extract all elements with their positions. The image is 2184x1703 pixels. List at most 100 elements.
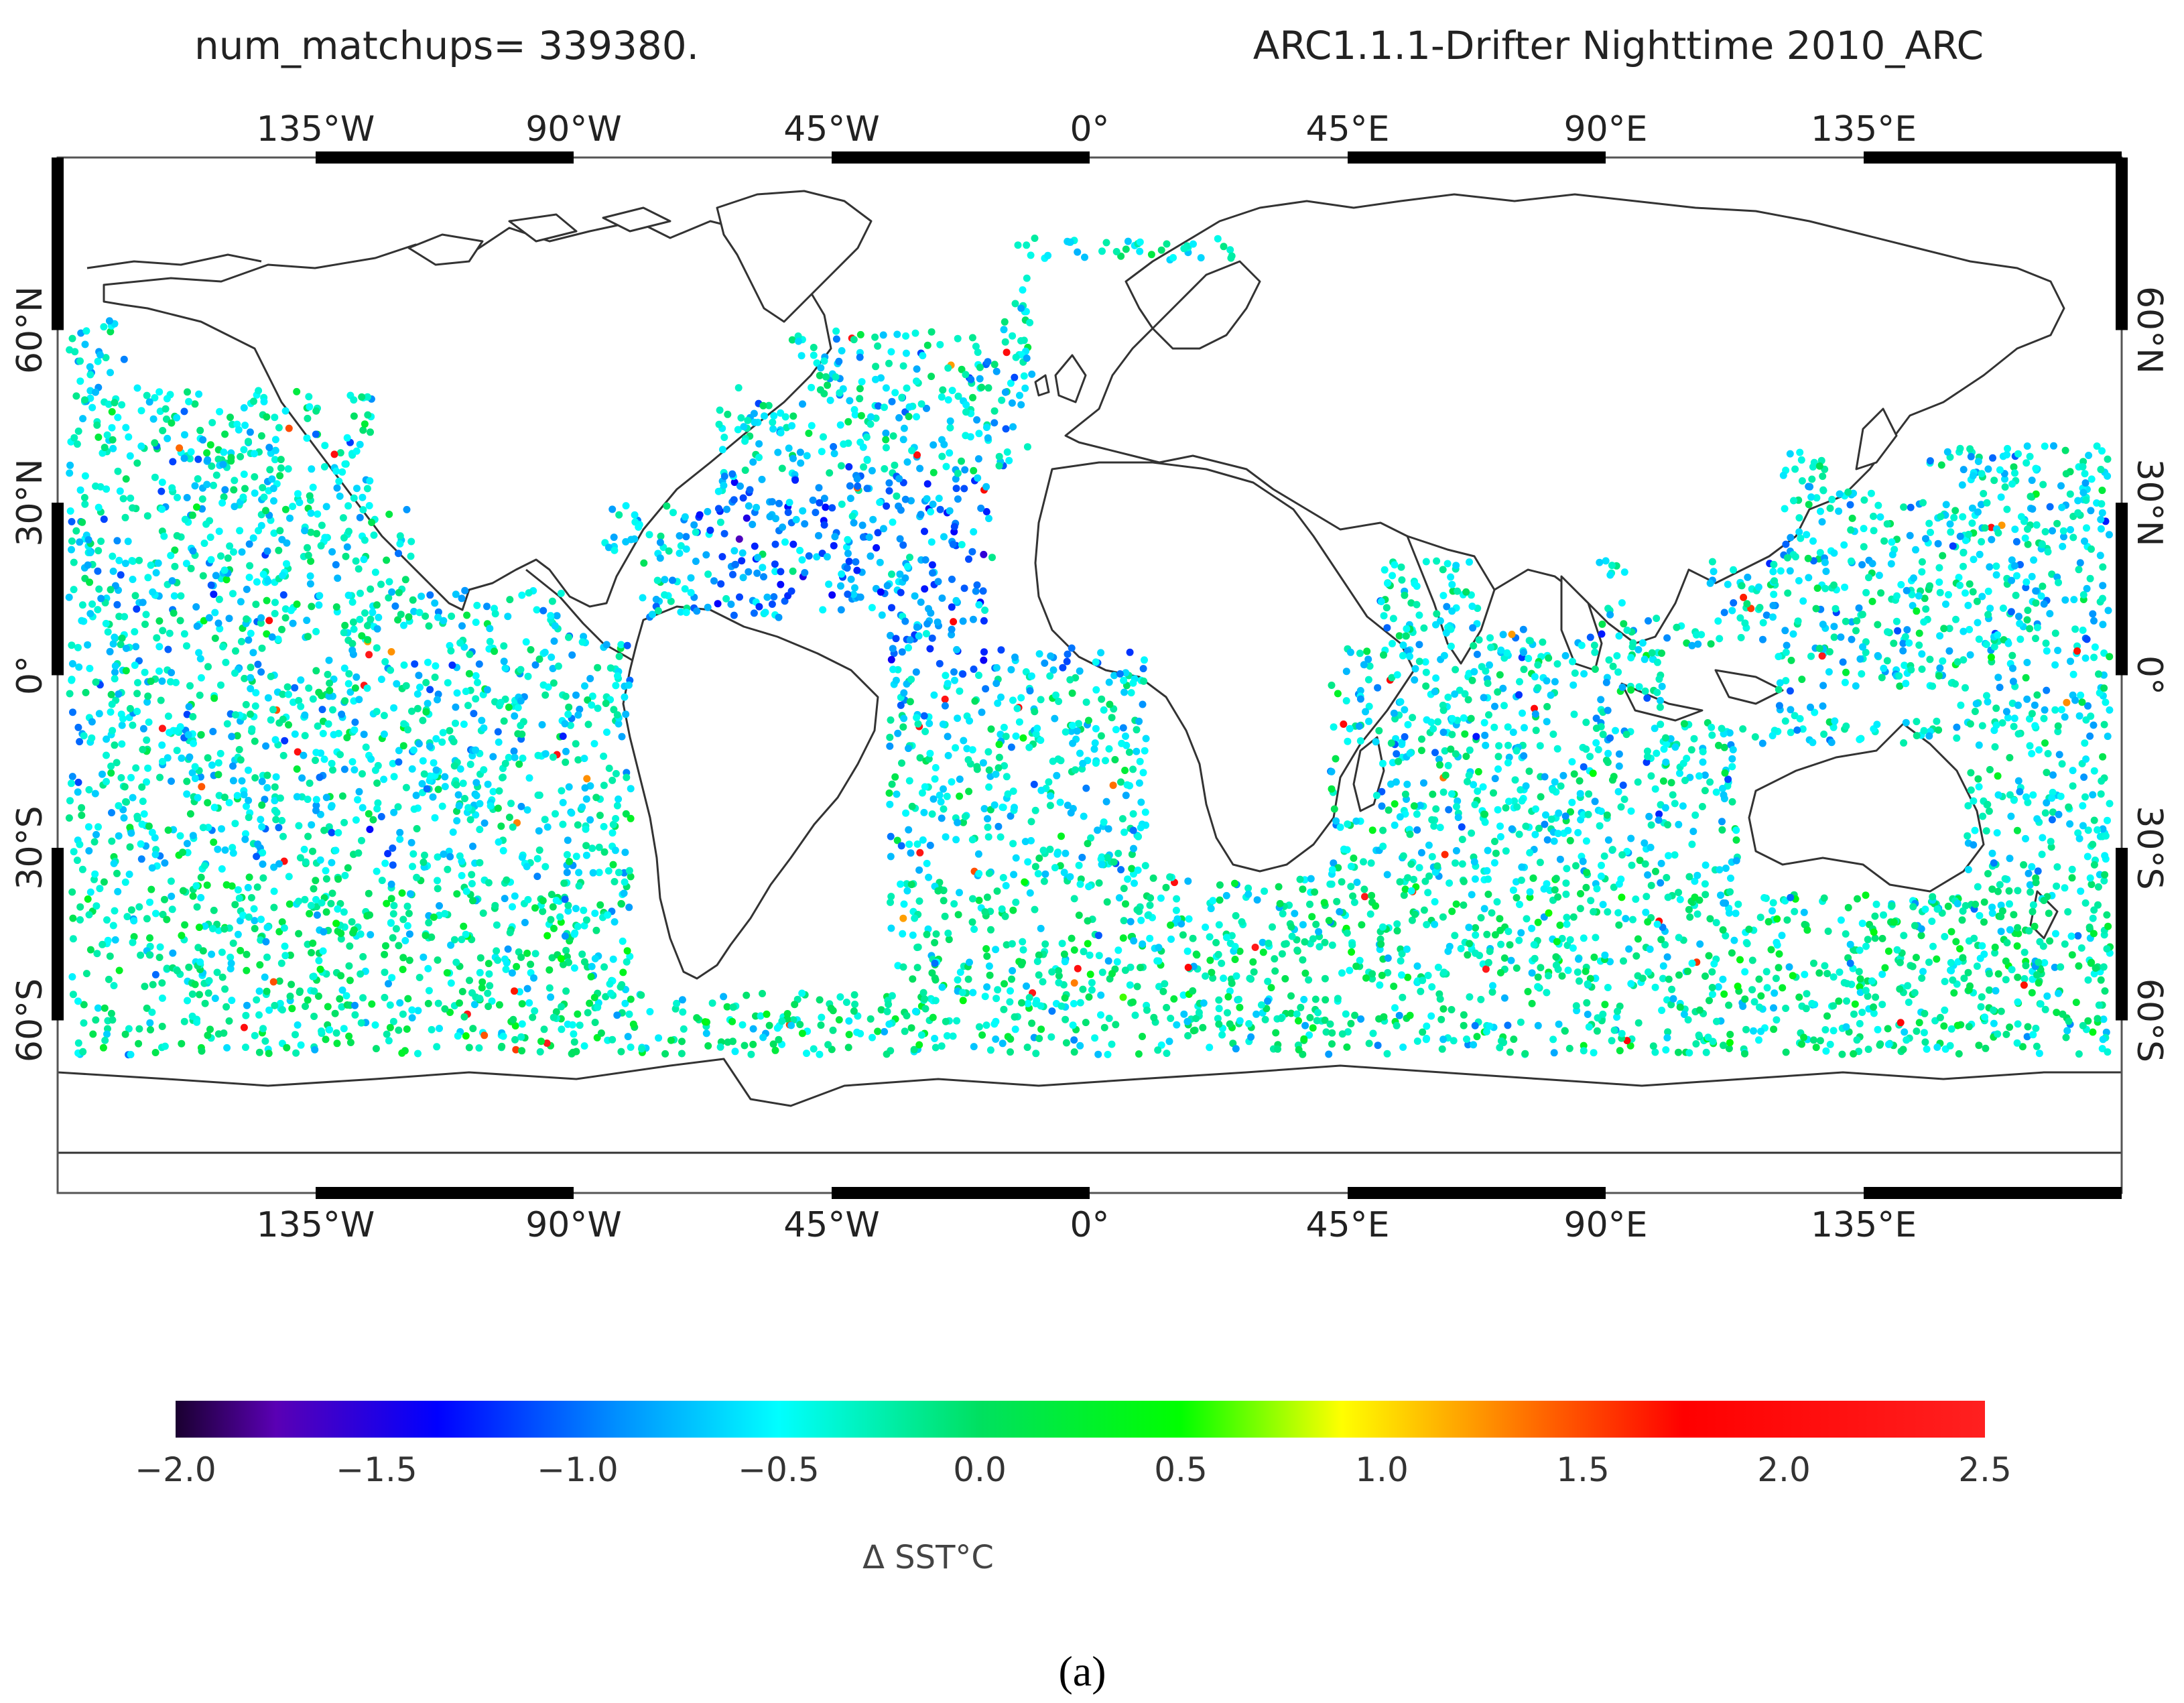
matchup-point — [2090, 767, 2098, 775]
matchup-point — [645, 531, 653, 539]
matchup-point — [76, 840, 84, 848]
matchup-point — [533, 606, 541, 614]
matchup-point — [1116, 670, 1124, 678]
matchup-point — [2043, 769, 2051, 777]
matchup-point — [316, 592, 324, 600]
matchup-point — [194, 794, 202, 802]
matchup-point — [1979, 812, 1987, 820]
matchup-point — [757, 1012, 765, 1020]
matchup-point — [826, 396, 834, 404]
matchup-point — [245, 574, 253, 581]
matchup-point — [359, 804, 367, 812]
matchup-point — [1787, 533, 1795, 542]
matchup-point — [1736, 956, 1744, 964]
matchup-point — [1072, 766, 1079, 774]
matchup-point — [856, 385, 864, 393]
matchup-point — [1128, 850, 1136, 859]
matchup-point — [118, 721, 126, 729]
matchup-point — [1389, 639, 1396, 647]
matchup-point — [109, 1016, 117, 1024]
matchup-point — [625, 903, 633, 911]
matchup-point — [820, 495, 828, 503]
africa-coast — [1034, 461, 1415, 873]
matchup-point — [158, 979, 166, 987]
matchup-point — [161, 895, 168, 903]
matchup-point — [239, 493, 247, 501]
matchup-point — [123, 798, 130, 806]
matchup-point — [449, 828, 457, 836]
matchup-point — [1456, 686, 1464, 694]
matchup-point — [983, 952, 991, 960]
matchup-point — [381, 859, 389, 867]
matchup-point — [1460, 877, 1468, 885]
matchup-point — [2064, 908, 2072, 916]
matchup-point — [637, 991, 645, 999]
matchup-point — [1504, 759, 1512, 767]
matchup-point — [1264, 977, 1272, 985]
matchup-point — [129, 938, 137, 946]
matchup-point — [765, 401, 773, 409]
matchup-point — [1420, 906, 1428, 914]
matchup-point — [186, 810, 194, 818]
matchup-point — [897, 880, 905, 888]
matchup-point — [1838, 1050, 1846, 1058]
matchup-point — [374, 799, 382, 807]
matchup-point — [572, 853, 580, 861]
matchup-point — [1419, 1028, 1427, 1036]
matchup-point — [294, 1021, 302, 1029]
matchup-point — [2039, 481, 2047, 489]
matchup-point — [1769, 732, 1777, 740]
matchup-point — [889, 432, 897, 440]
matchup-point — [1415, 641, 1423, 649]
matchup-point — [1965, 986, 1973, 994]
matchup-point — [277, 959, 285, 967]
matchup-point — [919, 989, 927, 997]
matchup-point — [1215, 921, 1223, 929]
matchup-point — [1848, 514, 1856, 522]
matchup-point — [1109, 781, 1117, 790]
matchup-point — [1469, 624, 1477, 632]
matchup-point — [161, 859, 169, 867]
matchup-point — [716, 518, 724, 526]
matchup-point — [2106, 706, 2114, 714]
matchup-point — [2027, 888, 2035, 896]
matchup-point — [314, 722, 322, 730]
matchup-point — [945, 936, 953, 944]
matchup-point — [468, 752, 476, 760]
matchup-point — [1568, 798, 1576, 806]
matchup-point — [149, 588, 157, 596]
matchup-point — [71, 348, 79, 356]
matchup-point — [692, 558, 700, 565]
matchup-point — [899, 362, 907, 370]
matchup-point — [984, 823, 992, 831]
matchup-point — [1785, 963, 1793, 971]
matchup-point — [243, 615, 251, 623]
matchup-point — [853, 1028, 861, 1036]
matchup-point — [263, 413, 271, 421]
matchup-point — [1308, 913, 1316, 921]
matchup-point — [1701, 861, 1710, 869]
matchup-point — [278, 535, 286, 544]
matchup-point — [1398, 971, 1405, 979]
matchup-point — [1509, 729, 1517, 737]
matchup-point — [1676, 1003, 1684, 1011]
matchup-point — [2074, 497, 2082, 505]
matchup-point — [1122, 245, 1130, 253]
matchup-point — [1305, 1031, 1313, 1039]
matchup-point — [2079, 591, 2087, 598]
matchup-point — [1870, 512, 1877, 520]
matchup-point — [141, 668, 149, 676]
matchup-point — [1122, 900, 1129, 908]
matchup-point — [193, 903, 201, 911]
matchup-point — [734, 426, 742, 434]
matchup-point — [380, 712, 388, 720]
matchup-point — [407, 838, 415, 846]
matchup-point — [1111, 756, 1119, 763]
matchup-point — [281, 407, 290, 415]
matchup-point — [203, 881, 211, 889]
matchup-point — [997, 693, 1005, 701]
matchup-point — [1420, 779, 1427, 787]
matchup-point — [621, 878, 629, 886]
matchup-point — [1951, 680, 1959, 688]
matchup-point — [107, 690, 115, 698]
